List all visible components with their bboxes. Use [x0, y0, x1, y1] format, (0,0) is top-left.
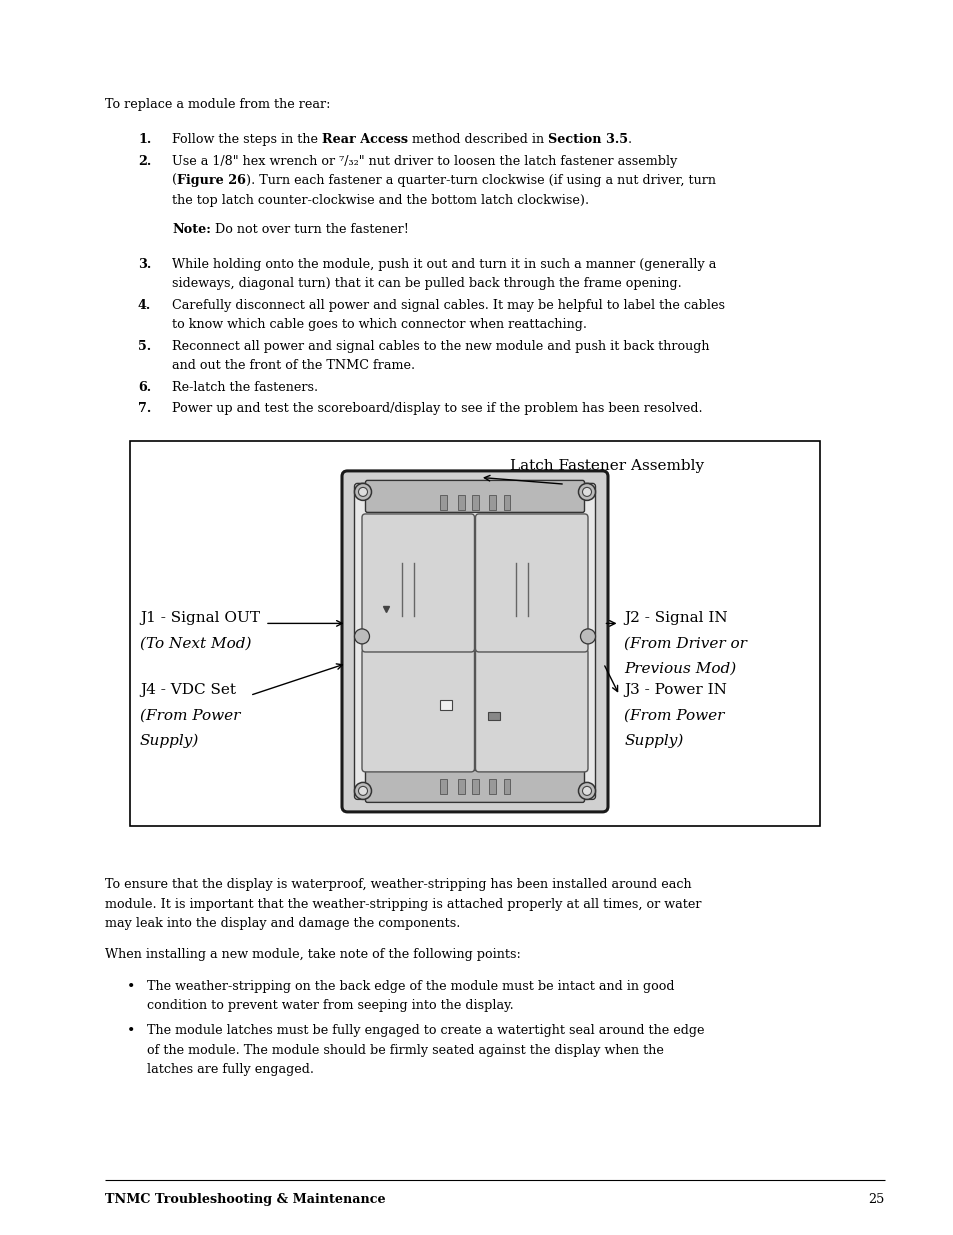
- Text: latches are fully engaged.: latches are fully engaged.: [147, 1063, 314, 1077]
- Circle shape: [582, 787, 591, 795]
- Text: (From Driver or: (From Driver or: [624, 636, 746, 651]
- Text: of the module. The module should be firmly seated against the display when the: of the module. The module should be firm…: [147, 1044, 663, 1057]
- Text: J4 - VDC Set: J4 - VDC Set: [140, 683, 235, 698]
- Circle shape: [355, 483, 371, 500]
- Bar: [489, 779, 496, 794]
- Text: and out the front of the TNMC frame.: and out the front of the TNMC frame.: [172, 359, 415, 372]
- Bar: [457, 495, 464, 510]
- Text: to know which cable goes to which connector when reattaching.: to know which cable goes to which connec…: [172, 319, 586, 331]
- Text: Re-latch the fasteners.: Re-latch the fasteners.: [172, 380, 317, 394]
- FancyBboxPatch shape: [475, 648, 587, 772]
- Circle shape: [355, 629, 369, 643]
- Bar: [472, 495, 478, 510]
- Text: sideways, diagonal turn) that it can be pulled back through the frame opening.: sideways, diagonal turn) that it can be …: [172, 278, 681, 290]
- Text: the top latch counter-clockwise and the bottom latch clockwise).: the top latch counter-clockwise and the …: [172, 194, 589, 206]
- Text: 3.: 3.: [138, 258, 152, 270]
- Text: Follow the steps in the: Follow the steps in the: [172, 133, 322, 146]
- Text: 6.: 6.: [138, 380, 151, 394]
- Text: 7.: 7.: [138, 403, 152, 415]
- FancyBboxPatch shape: [341, 471, 607, 811]
- Text: J2 - Signal IN: J2 - Signal IN: [624, 611, 727, 625]
- Bar: [489, 495, 496, 510]
- Circle shape: [578, 483, 595, 500]
- Text: J1 - Signal OUT: J1 - Signal OUT: [140, 611, 260, 625]
- Text: J3 - Power IN: J3 - Power IN: [624, 683, 726, 698]
- Text: The module latches must be fully engaged to create a watertight seal around the : The module latches must be fully engaged…: [147, 1025, 703, 1037]
- Text: To ensure that the display is waterproof, weather-stripping has been installed a: To ensure that the display is waterproof…: [105, 878, 691, 892]
- Text: Carefully disconnect all power and signal cables. It may be helpful to label the: Carefully disconnect all power and signa…: [172, 299, 724, 312]
- Text: (To Next Mod): (To Next Mod): [140, 636, 252, 651]
- Text: Section 3.5: Section 3.5: [548, 133, 627, 146]
- Bar: [439, 700, 452, 710]
- Text: (From Power: (From Power: [140, 709, 240, 722]
- Bar: [130, 441, 820, 826]
- Bar: [457, 779, 464, 794]
- FancyBboxPatch shape: [361, 514, 474, 652]
- Text: TNMC Troubleshooting & Maintenance: TNMC Troubleshooting & Maintenance: [105, 1193, 385, 1207]
- Text: Reconnect all power and signal cables to the new module and push it back through: Reconnect all power and signal cables to…: [172, 340, 709, 353]
- FancyBboxPatch shape: [365, 480, 584, 513]
- Text: 4.: 4.: [138, 299, 152, 312]
- Text: 1.: 1.: [138, 133, 152, 146]
- Text: Latch Fastener Assembly: Latch Fastener Assembly: [510, 459, 703, 473]
- Circle shape: [579, 629, 595, 643]
- Circle shape: [358, 787, 367, 795]
- Circle shape: [355, 783, 371, 799]
- Text: .: .: [627, 133, 632, 146]
- Text: may leak into the display and damage the components.: may leak into the display and damage the…: [105, 918, 460, 930]
- Text: (: (: [172, 174, 177, 186]
- Text: Note:: Note:: [172, 222, 211, 236]
- Text: The weather-stripping on the back edge of the module must be intact and in good: The weather-stripping on the back edge o…: [147, 979, 674, 993]
- Bar: [472, 779, 478, 794]
- Text: Figure 26: Figure 26: [177, 174, 246, 186]
- Text: •: •: [127, 1025, 135, 1039]
- Text: (From Power: (From Power: [624, 709, 724, 722]
- Text: When installing a new module, take note of the following points:: When installing a new module, take note …: [105, 948, 520, 961]
- FancyBboxPatch shape: [355, 483, 595, 799]
- Bar: [503, 779, 510, 794]
- Circle shape: [582, 488, 591, 496]
- Text: Rear Access: Rear Access: [322, 133, 408, 146]
- Bar: [440, 779, 447, 794]
- Text: Do not over turn the fastener!: Do not over turn the fastener!: [211, 222, 408, 236]
- Circle shape: [358, 488, 367, 496]
- Text: condition to prevent water from seeping into the display.: condition to prevent water from seeping …: [147, 999, 514, 1013]
- FancyBboxPatch shape: [361, 648, 474, 772]
- Text: Supply): Supply): [624, 734, 683, 747]
- Text: 2.: 2.: [138, 154, 152, 168]
- FancyBboxPatch shape: [475, 514, 587, 652]
- Text: Use a 1/8" hex wrench or ⁷/₃₂" nut driver to loosen the latch fastener assembly: Use a 1/8" hex wrench or ⁷/₃₂" nut drive…: [172, 154, 677, 168]
- Text: •: •: [127, 979, 135, 994]
- Text: Previous Mod): Previous Mod): [624, 662, 736, 676]
- Text: module. It is important that the weather-stripping is attached properly at all t: module. It is important that the weather…: [105, 898, 700, 910]
- Bar: [440, 495, 447, 510]
- Text: method described in: method described in: [408, 133, 548, 146]
- Bar: [488, 713, 499, 720]
- Text: Supply): Supply): [140, 734, 199, 747]
- Text: While holding onto the module, push it out and turn it in such a manner (general: While holding onto the module, push it o…: [172, 258, 716, 270]
- Text: 25: 25: [868, 1193, 884, 1207]
- Bar: [503, 495, 510, 510]
- FancyBboxPatch shape: [365, 771, 584, 803]
- Text: Power up and test the scoreboard/display to see if the problem has been resolved: Power up and test the scoreboard/display…: [172, 403, 702, 415]
- Text: To replace a module from the rear:: To replace a module from the rear:: [105, 98, 330, 111]
- Text: ). Turn each fastener a quarter-turn clockwise (if using a nut driver, turn: ). Turn each fastener a quarter-turn clo…: [246, 174, 715, 186]
- Circle shape: [578, 783, 595, 799]
- Text: 5.: 5.: [138, 340, 151, 353]
